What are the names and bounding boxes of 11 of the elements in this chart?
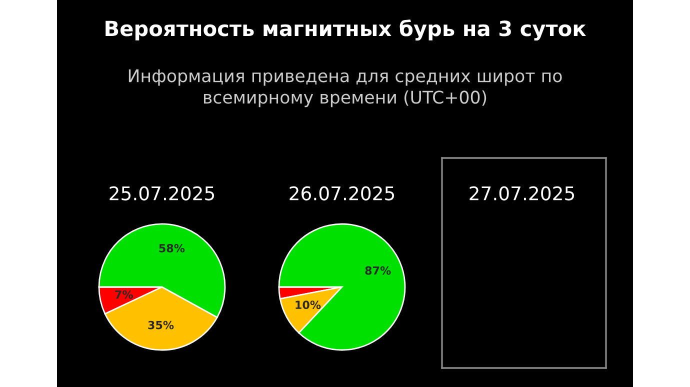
- data-label: 10%: [296, 300, 321, 310]
- pie-slice: [278, 223, 406, 351]
- chart-title: 25.07.2025: [110, 186, 214, 200]
- chart-title: 26.07.2025: [290, 186, 394, 200]
- data-label: 87%: [365, 266, 391, 275]
- text: 27.07.2025: [470, 186, 574, 200]
- text: Вероятность магнитных бурь на 3 суток: [106, 19, 586, 41]
- data-label: 7%: [115, 290, 133, 299]
- data-label: 58%: [159, 244, 185, 252]
- data-label: 35%: [148, 320, 174, 330]
- text: Информация приведена для средних широт по всемирному времени (UTC+00): [128, 69, 562, 108]
